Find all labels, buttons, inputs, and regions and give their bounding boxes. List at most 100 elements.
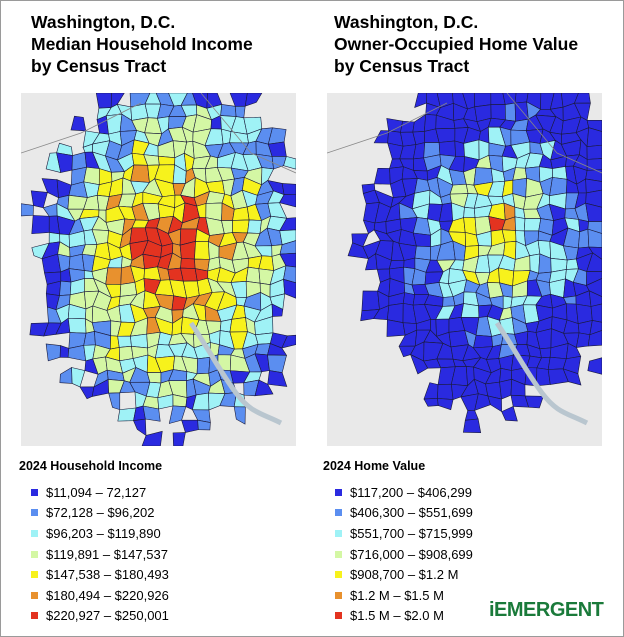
legend-label: $96,203 – $119,890 — [46, 525, 161, 541]
map-tract — [460, 303, 480, 318]
legend-label: $147,538 – $180,493 — [46, 567, 169, 583]
map-tract — [435, 128, 456, 143]
title-line: Washington, D.C. — [31, 12, 176, 32]
legend-title: 2024 Household Income — [19, 459, 163, 473]
map-tract — [59, 280, 72, 296]
legend-swatch — [335, 591, 342, 599]
map-tract — [157, 155, 176, 166]
map-tract — [244, 93, 263, 107]
map-tract — [172, 432, 186, 446]
legend-label: $180,494 – $220,926 — [46, 587, 169, 603]
map-tract — [279, 240, 296, 255]
title-line: Washington, D.C. — [334, 12, 479, 32]
logo: iEMERGENT — [489, 599, 604, 621]
map-tract — [197, 419, 211, 431]
legend-label: $119,891 – $147,537 — [46, 546, 168, 562]
map-tract — [229, 317, 248, 333]
map-tract — [588, 290, 602, 307]
legend-label: $716,000 – $908,699 — [350, 546, 473, 562]
legend-label: $1.5 M – $2.0 M — [350, 608, 444, 624]
legend-swatch — [335, 509, 342, 517]
map-tract — [549, 177, 568, 197]
map-tract — [180, 267, 198, 282]
map-tract — [106, 113, 123, 135]
map-title: Washington, D.C. Median Household Income… — [31, 11, 253, 77]
legend-item: $147,538 – $180,493 — [19, 564, 169, 585]
map-tract — [232, 206, 250, 221]
map-tract — [523, 218, 542, 232]
map-tract — [117, 407, 137, 422]
legend-swatch — [31, 550, 38, 558]
map-tract — [279, 252, 296, 268]
map-tract — [281, 334, 296, 349]
map-tract — [586, 144, 602, 160]
legend-swatch — [31, 488, 38, 496]
map-tract — [504, 102, 516, 122]
county-border — [21, 93, 296, 174]
map-tract — [514, 93, 529, 104]
map-tract — [95, 93, 112, 109]
map-tract — [438, 140, 456, 157]
map-tract — [585, 169, 602, 182]
legend-item: $117,200 – $406,299 — [323, 482, 473, 503]
map-tract — [361, 290, 380, 312]
map-tract — [585, 202, 602, 222]
map-tract — [21, 203, 34, 217]
map-tract — [105, 267, 122, 285]
legend-swatch — [31, 509, 38, 517]
legend-label: $11,094 – 72,127 — [46, 484, 147, 500]
map-tract — [586, 119, 602, 132]
river — [494, 321, 589, 426]
map-tract — [279, 229, 296, 246]
legend-label: $551,700 – $715,999 — [350, 525, 473, 541]
map-tract — [586, 158, 602, 171]
map-tract — [232, 219, 250, 234]
map-tract — [586, 278, 602, 297]
map-tract — [279, 217, 296, 232]
map-tract — [539, 347, 552, 359]
map-tract — [119, 281, 138, 297]
legend-item: $11,094 – 72,127 — [19, 482, 169, 503]
map-tract — [578, 228, 590, 249]
map-tract — [585, 189, 602, 208]
map-tract — [245, 266, 261, 284]
map-tract — [587, 330, 602, 347]
legend-label: $72,128 – $96,202 — [46, 505, 155, 521]
map-tract — [524, 395, 544, 409]
legend-swatch — [335, 488, 342, 496]
legend-label: $1.2 M – $1.5 M — [350, 587, 444, 603]
map-tract — [67, 317, 87, 334]
legend: 2024 Household Income $11,094 – 72,127 $7… — [19, 459, 169, 626]
map-tract — [220, 104, 237, 117]
map-tract — [437, 398, 454, 411]
map-tract — [279, 193, 296, 208]
map-tract — [587, 221, 602, 234]
legend-label: $908,700 – $1.2 M — [350, 567, 459, 583]
map-tract — [402, 292, 416, 306]
map-tract — [31, 215, 50, 235]
legend-item: $908,700 – $1.2 M — [323, 564, 473, 585]
map-tract — [281, 183, 296, 196]
title-line: by Census Tract — [334, 56, 470, 76]
legend-swatch — [31, 571, 38, 579]
legend-swatch — [335, 550, 342, 558]
map-tract — [234, 105, 246, 119]
map-tract — [586, 127, 602, 148]
map-tract — [283, 265, 296, 284]
legend: 2024 Home Value $117,200 – $406,299 $406,… — [323, 459, 473, 626]
map-tract — [501, 406, 518, 422]
legend-swatch — [31, 591, 38, 599]
map-tract — [490, 104, 506, 121]
map-tract — [454, 140, 465, 157]
legend-swatch — [335, 529, 342, 537]
map-tract — [463, 207, 476, 218]
legend-item: $716,000 – $908,699 — [323, 544, 473, 565]
map-tract — [449, 183, 469, 195]
map-tract — [271, 303, 284, 317]
map-tract — [437, 383, 454, 400]
legend-item: $72,128 – $96,202 — [19, 503, 169, 524]
map-tract — [283, 278, 296, 299]
legend-label: $117,200 – $406,299 — [350, 484, 472, 500]
legend-item: $1.5 M – $2.0 M — [323, 606, 473, 627]
map-tract — [473, 334, 494, 349]
